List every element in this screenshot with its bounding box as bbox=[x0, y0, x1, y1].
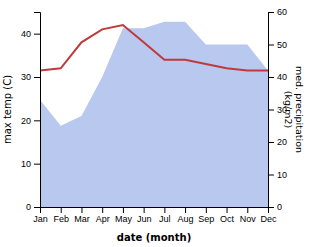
axis-line bbox=[41, 208, 269, 214]
tick-mark bbox=[227, 207, 228, 213]
tick-mark bbox=[268, 175, 274, 176]
tick-label: Mar bbox=[74, 214, 90, 224]
tick-mark bbox=[81, 207, 82, 213]
tick: Sep bbox=[198, 207, 214, 224]
tick-label: Sep bbox=[198, 214, 214, 224]
tick: 40 bbox=[21, 29, 40, 39]
tick: 10 bbox=[21, 159, 40, 169]
tick-mark bbox=[268, 77, 274, 78]
tick-label: Jun bbox=[137, 214, 152, 224]
tick-label: Aug bbox=[178, 214, 194, 224]
tick-mark bbox=[34, 77, 40, 78]
tick: Feb bbox=[53, 207, 69, 224]
tick: 0 bbox=[26, 202, 40, 212]
tick-mark bbox=[61, 207, 62, 213]
tick-label: 0 bbox=[26, 202, 31, 212]
y-axis-title: max temp (C) bbox=[2, 75, 13, 144]
tick: 10 bbox=[268, 170, 287, 180]
tick-mark bbox=[268, 142, 274, 143]
tick: 20 bbox=[268, 137, 287, 147]
tick-mark bbox=[247, 207, 248, 213]
tick: 40 bbox=[268, 72, 287, 82]
tick-mark bbox=[268, 45, 274, 46]
x-axis-title: date (month) bbox=[117, 232, 191, 243]
area bbox=[40, 22, 268, 207]
tick: Aug bbox=[178, 207, 194, 224]
tick-label: 20 bbox=[277, 137, 287, 147]
tick-label: 10 bbox=[277, 170, 287, 180]
tick-label: 50 bbox=[277, 40, 287, 50]
tick: Jun bbox=[137, 207, 152, 224]
tick-label: 30 bbox=[21, 72, 31, 82]
tick: Apr bbox=[96, 207, 110, 224]
tick-mark bbox=[144, 207, 145, 213]
tick: 0 bbox=[268, 202, 282, 212]
chart: JanFebMarAprMayJunJulAugSepOctNovDec0102… bbox=[0, 0, 318, 247]
tick: Dec bbox=[260, 207, 277, 224]
plot: JanFebMarAprMayJunJulAugSepOctNovDec0102… bbox=[21, 7, 287, 224]
tick-label: May bbox=[115, 214, 133, 224]
tick: May bbox=[115, 207, 133, 224]
x-axis: Jan Feb Mar Apr May Jun Jul Aug Sep Oct NovDec bbox=[33, 207, 277, 224]
tick-label: Nov bbox=[240, 214, 257, 224]
marks bbox=[40, 22, 268, 207]
tick-label: Apr bbox=[96, 214, 110, 224]
tick-label: Jan bbox=[33, 214, 48, 224]
tick-mark bbox=[102, 207, 103, 213]
tick-mark bbox=[34, 120, 40, 121]
tick: 20 bbox=[21, 116, 40, 126]
tick: Nov bbox=[240, 207, 257, 224]
y2-axis-title: med. precipitation(kg/m2) bbox=[283, 66, 305, 153]
tick-label: Feb bbox=[53, 214, 69, 224]
tick-mark bbox=[123, 207, 124, 213]
line bbox=[40, 25, 268, 71]
tick-label: 40 bbox=[21, 29, 31, 39]
tick: Jul bbox=[159, 207, 171, 224]
tick-label: 40 bbox=[277, 72, 287, 82]
tick-mark bbox=[164, 207, 165, 213]
tick-label: Oct bbox=[220, 214, 235, 224]
tick-mark bbox=[206, 207, 207, 213]
tick: Mar bbox=[74, 207, 90, 224]
tick-label: 60 bbox=[277, 7, 287, 17]
tick-mark bbox=[185, 207, 186, 213]
tick-mark bbox=[268, 110, 274, 111]
tick-mark bbox=[268, 207, 274, 208]
tick-mark bbox=[268, 12, 274, 13]
axis-line bbox=[34, 13, 41, 208]
tick-label: 20 bbox=[21, 116, 31, 126]
tick-label: Dec bbox=[260, 214, 277, 224]
tick-mark bbox=[34, 207, 40, 208]
tick-label: 0 bbox=[277, 202, 282, 212]
tick: 30 bbox=[21, 72, 40, 82]
tick: Jan bbox=[33, 207, 48, 224]
y-axis: 0 10 20 30 40 bbox=[21, 13, 41, 213]
tick: 50 bbox=[268, 40, 287, 50]
tick-mark bbox=[34, 34, 40, 35]
tick: 60 bbox=[268, 7, 287, 17]
tick-mark bbox=[34, 164, 40, 165]
tick: Oct bbox=[220, 207, 235, 224]
tick-label: 10 bbox=[21, 159, 31, 169]
axis-line bbox=[269, 13, 275, 208]
tick-label: Jul bbox=[159, 214, 171, 224]
